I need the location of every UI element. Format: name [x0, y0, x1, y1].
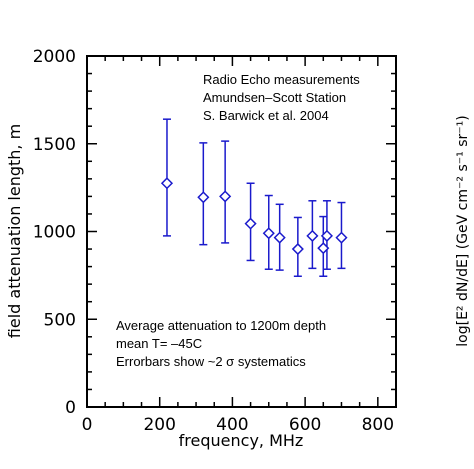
annotation-bottom-block: Average attenuation to 1200m depth mean T… [116, 318, 326, 369]
x-tick-label: 800 [362, 415, 394, 435]
x-tick-label: 600 [289, 415, 321, 435]
annotation-bottom-line: Errorbars show ~2 σ systematics [116, 354, 306, 369]
tick-labels-group: 0 200 400 600 800 0 500 1000 1500 2000 [33, 47, 394, 435]
y-tick-label: 1500 [33, 135, 76, 155]
diamond-marker [317, 242, 330, 255]
annotation-bottom-line: mean T= –45C [116, 336, 202, 351]
x-tick-label: 200 [143, 415, 175, 435]
diamond-marker [320, 229, 333, 242]
diamond-marker [244, 217, 257, 230]
diamond-marker [291, 242, 304, 256]
y-tick-label: 0 [65, 398, 76, 418]
diamond-marker [197, 191, 210, 204]
x-axis-title: frequency, MHz [179, 431, 304, 450]
annotation-top-block: Radio Echo measurements Amundsen–Scott St… [203, 72, 360, 123]
x-tick-label: 0 [82, 415, 93, 435]
diamond-marker [262, 227, 275, 240]
x-tick-label: 400 [216, 415, 248, 435]
errorbars-group [162, 118, 346, 278]
side-axis-label: log[E² dN/dE] (GeV cm⁻² s⁻¹ sr⁻¹) [455, 115, 471, 346]
annotation-bottom-line: Average attenuation to 1200m depth [116, 318, 326, 333]
diamond-marker [273, 231, 286, 244]
y-tick-label: 500 [44, 310, 76, 330]
y-tick-label: 2000 [33, 47, 76, 67]
ticks-group [86, 55, 397, 408]
annotation-top-line: Amundsen–Scott Station [203, 90, 346, 105]
diamond-marker [306, 229, 319, 242]
diamond-marker [160, 177, 174, 190]
markers-group [160, 177, 348, 256]
annotation-top-line: Radio Echo measurements [203, 72, 360, 87]
diamond-marker [219, 190, 232, 203]
y-axis-title: field attenuation length, m [5, 124, 24, 338]
annotation-top-line: S. Barwick et al. 2004 [203, 108, 329, 123]
y-tick-label: 1000 [33, 223, 76, 243]
diamond-marker [335, 231, 348, 244]
